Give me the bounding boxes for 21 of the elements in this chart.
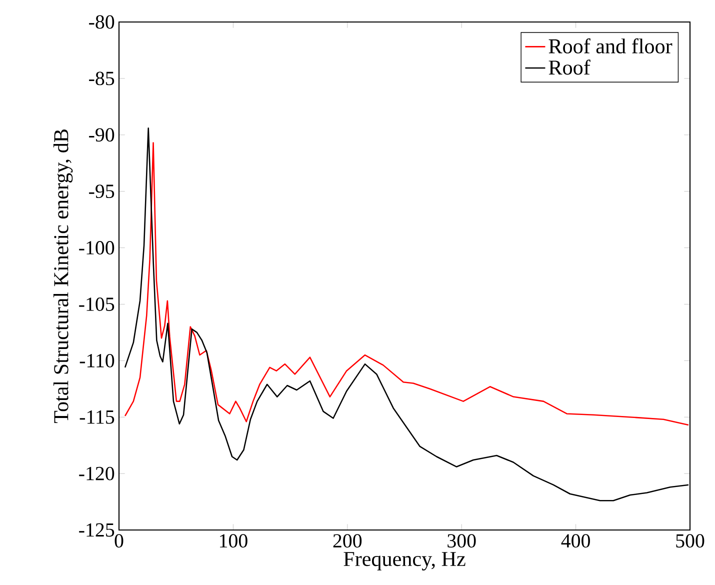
y-tick-label: -105 xyxy=(79,298,114,311)
y-axis-title: Total Structural Kinetic energy, dB xyxy=(53,130,73,424)
y-tick-label: -115 xyxy=(80,410,114,424)
x-tick-label: 500 xyxy=(676,534,704,548)
y-tick-label: -110 xyxy=(80,354,114,368)
y-tick-label: -95 xyxy=(89,184,114,198)
y-tick-label: -100 xyxy=(79,241,114,255)
x-tick-label: 400 xyxy=(561,534,590,548)
legend-label: Roof xyxy=(548,60,590,75)
x-tick-label: 200 xyxy=(333,534,362,548)
y-tick-label: -125 xyxy=(79,523,114,537)
y-tick-label: -90 xyxy=(89,128,114,142)
x-tick-label: 0 xyxy=(114,534,124,548)
line-series xyxy=(124,142,690,426)
y-tick-label: -80 xyxy=(89,15,114,29)
y-tick-label: -120 xyxy=(79,466,114,480)
x-axis-title: Frequency, Hz xyxy=(344,552,466,570)
x-tick-label: 300 xyxy=(448,534,476,548)
x-tick-label: 100 xyxy=(220,534,248,548)
y-tick-label: -85 xyxy=(89,72,114,86)
legend-label: Roof and floor xyxy=(548,38,672,54)
